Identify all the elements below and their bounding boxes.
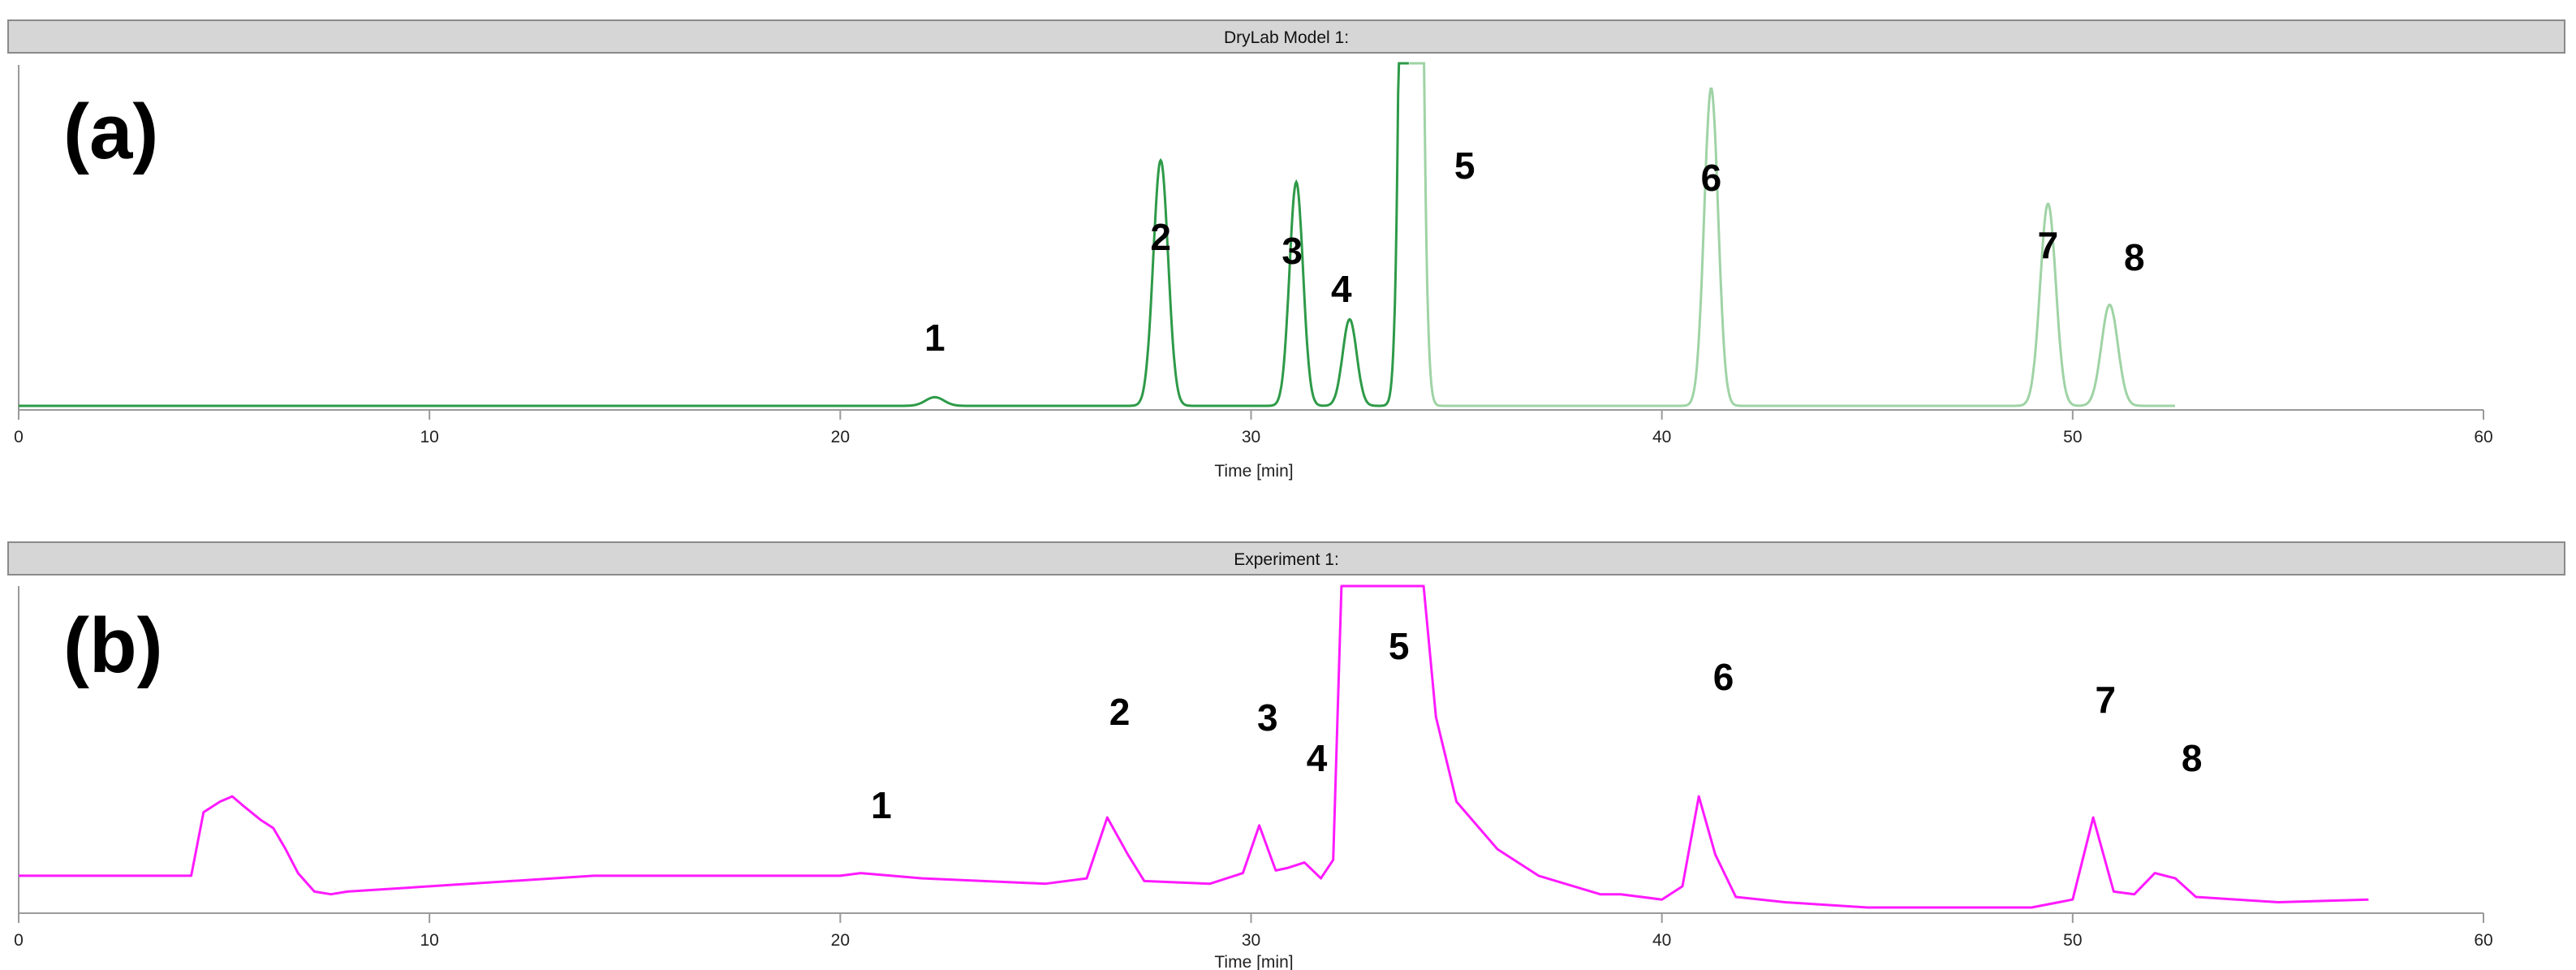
panel-b-peak-label-3: 3	[1257, 696, 1278, 739]
panel-b-traces	[19, 584, 2369, 909]
panel-a-peak-label-5: 5	[1454, 144, 1475, 187]
panel-b-x-tick-label-60: 60	[2474, 931, 2492, 950]
panel-b-x-tick-label-20: 20	[831, 931, 850, 950]
panel-a-x-tick-label-20: 20	[831, 428, 850, 446]
panel-a-tag: (a)	[63, 88, 158, 175]
panel-a-peak-label-3: 3	[1282, 230, 1303, 272]
panel-b-peak-label-7: 7	[2096, 679, 2117, 721]
panel-a-peak-label-8: 8	[2124, 236, 2145, 278]
panel-a-x-tick-label-60: 60	[2474, 428, 2492, 446]
panel-b-peak-label-1: 1	[871, 784, 892, 826]
panel-a-peak-labels: 1 2 34 5 6 7 8	[924, 144, 2145, 359]
panel-a-header-title: DryLab Model 1:	[1224, 28, 1349, 47]
panel-a-header-bar	[7, 19, 2565, 54]
panel-a-model-trace-dark	[19, 62, 1409, 407]
panel-a-peak-label-4: 4	[1331, 268, 1352, 310]
panel-a-peak-label-1: 1	[924, 317, 946, 359]
panel-a-peak-label-6: 6	[1701, 157, 1722, 199]
panel-a-x-tick-label-30: 30	[1242, 428, 1260, 446]
panel-b-tag: (b)	[63, 602, 163, 689]
panel-a-peak-label-7: 7	[2038, 224, 2059, 266]
panel-b-x-tick-label-10: 10	[420, 931, 438, 950]
panel-a-x-tick-label-50: 50	[2063, 428, 2082, 446]
panel-b-peak-label-4: 4	[1307, 737, 1328, 779]
panel-a-peak-label-2: 2	[1150, 216, 1171, 258]
panel-a-traces	[19, 62, 2175, 407]
panel-b-peak-label-6: 6	[1713, 656, 1734, 698]
panel-a-x-tick-label-0: 0	[14, 428, 24, 446]
panel-b-x-tick-label-0: 0	[14, 931, 24, 950]
panel-a-x-ticks: 0 10 20 30 40 50 60	[14, 410, 2493, 446]
panel-b-x-tick-label-50: 50	[2063, 931, 2082, 950]
panel-b-peak-label-8: 8	[2182, 737, 2203, 779]
panel-b-x-ticks: 0 10 20 30 40 50 60	[14, 913, 2493, 950]
panel-b-header-bar	[7, 541, 2565, 576]
panel-b-x-axis-title: Time [min]	[1214, 953, 1293, 970]
panel-b-peak-labels: 1 2 34 5 6 7 8	[871, 625, 2202, 826]
panel-a-x-tick-label-40: 40	[1652, 428, 1671, 446]
panel-a: DryLab Model 1: 0 10 20 30 40 50 60 Time [min]…	[7, 19, 2565, 481]
panel-b-header-title: Experiment 1:	[1234, 550, 1339, 569]
panel-a-model-trace-light	[1409, 62, 2175, 407]
panel-a-x-axis-title: Time [min]	[1214, 462, 1293, 481]
panel-b-peak-label-2: 2	[1109, 691, 1131, 733]
panel-b-peak-label-5: 5	[1389, 625, 1410, 667]
panel-a-x-tick-label-10: 10	[420, 428, 438, 446]
panel-b: Experiment 1: 0 10 20 30 40 50 60 Time [min] (…	[7, 541, 2565, 970]
panel-b-x-tick-label-30: 30	[1242, 931, 1260, 950]
panel-b-x-tick-label-40: 40	[1652, 931, 1671, 950]
panel-b-experiment-trace	[19, 584, 2369, 909]
